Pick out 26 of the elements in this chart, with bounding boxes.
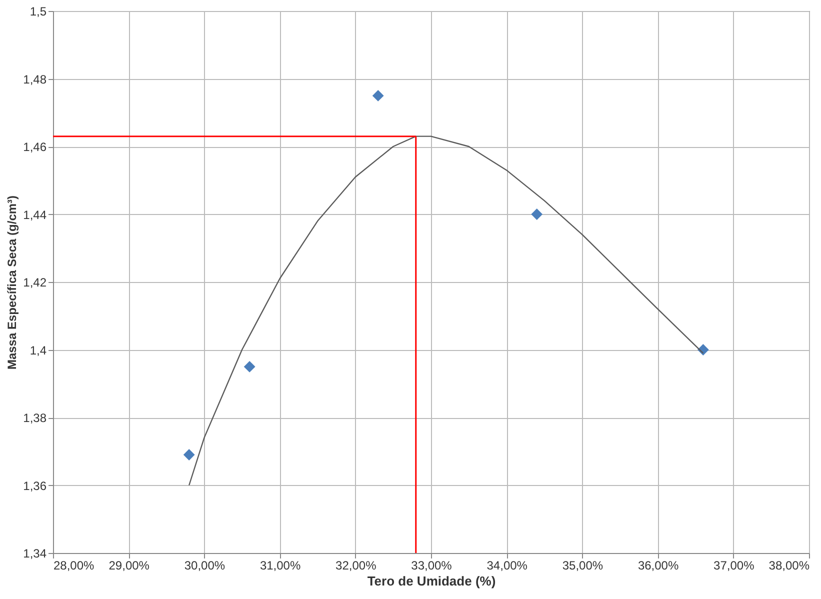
x-tick-label: 32,00% xyxy=(336,558,377,572)
x-tick-label: 28,00% xyxy=(54,558,95,572)
y-tick-label: 1,44 xyxy=(23,208,47,222)
x-tick-label: 33,00% xyxy=(411,558,452,572)
y-tick-label: 1,5 xyxy=(30,4,47,18)
x-tick-label: 31,00% xyxy=(260,558,301,572)
x-tick-label: 34,00% xyxy=(486,558,528,572)
point xyxy=(183,449,195,460)
point xyxy=(531,208,543,220)
y-tick-label: 1,38 xyxy=(23,411,47,425)
x-tick-label: 29,00% xyxy=(108,558,150,572)
y-tick-label: 1,4 xyxy=(30,343,47,358)
y-tick-label: 1,34 xyxy=(23,546,47,560)
y-tick-label: 1,46 xyxy=(23,140,47,154)
point xyxy=(244,360,256,372)
point xyxy=(372,90,384,102)
x-tick-label: 35,00% xyxy=(562,558,604,572)
x-tick-label: 38,00% xyxy=(768,558,810,572)
y-tick-label: 1,48 xyxy=(23,72,47,86)
x-tick-label: 36,00% xyxy=(638,558,679,572)
y-tick-label: 1,36 xyxy=(23,478,47,493)
x-axis-title: Tero de Umidade (%) xyxy=(367,574,496,588)
y-tick-label: 1,42 xyxy=(23,276,47,290)
y-axis-title: Massa Específica Seca (g/cm³) xyxy=(5,195,20,370)
x-tick-label: 37,00% xyxy=(714,558,755,572)
x-tick-label: 30,00% xyxy=(184,558,226,572)
